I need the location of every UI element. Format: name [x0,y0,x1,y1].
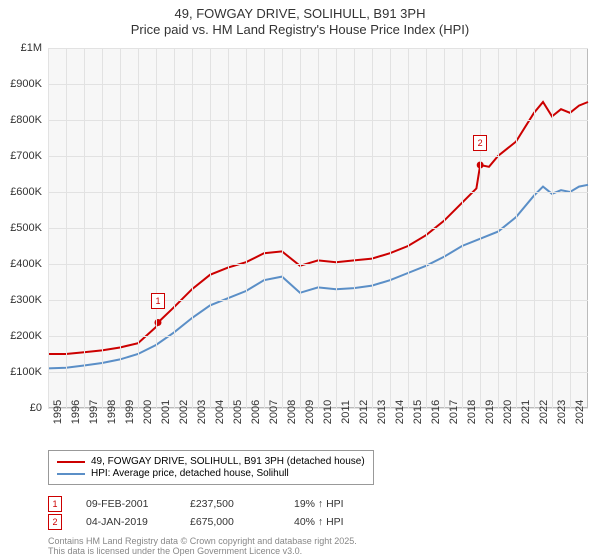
gridline-v [192,48,193,408]
sales-marker-icon: 1 [48,496,62,512]
legend-item-price-paid: 49, FOWGAY DRIVE, SOLIHULL, B91 3PH (det… [57,456,365,467]
chart-title: 49, FOWGAY DRIVE, SOLIHULL, B91 3PH Pric… [0,0,600,39]
footer-line-1: Contains HM Land Registry data © Crown c… [48,536,357,546]
chart-container: 49, FOWGAY DRIVE, SOLIHULL, B91 3PH Pric… [0,0,600,560]
gridline-v [300,48,301,408]
footer-line-2: This data is licensed under the Open Gov… [48,546,357,556]
x-tick-label: 2007 [268,400,280,424]
sales-row: 1 09-FEB-2001 £237,500 19% ↑ HPI [48,496,374,512]
gridline-v [408,48,409,408]
gridline-v [210,48,211,408]
y-tick-label: £400K [0,258,42,270]
gridline-v [444,48,445,408]
x-tick-label: 2005 [232,400,244,424]
x-tick-label: 2015 [412,400,424,424]
y-tick-label: £600K [0,186,42,198]
gridline-v [120,48,121,408]
y-tick-label: £300K [0,294,42,306]
sales-table: 1 09-FEB-2001 £237,500 19% ↑ HPI 2 04-JAN-201… [48,494,374,532]
plot-area: £0£100K£200K£300K£400K£500K£600K£700K£80… [48,48,588,408]
y-tick-label: £700K [0,150,42,162]
gridline-v [498,48,499,408]
y-tick-label: £800K [0,114,42,126]
title-line-1: 49, FOWGAY DRIVE, SOLIHULL, B91 3PH [0,6,600,22]
x-tick-label: 2014 [394,400,406,424]
gridline-v [390,48,391,408]
sales-price: £675,000 [190,516,270,528]
sale-marker-1: 1 [151,293,165,309]
gridline-v [66,48,67,408]
gridline-v [534,48,535,408]
gridline-v [354,48,355,408]
legend-swatch-price-paid [57,461,85,463]
sale-marker-2: 2 [473,135,487,151]
x-tick-label: 2003 [196,400,208,424]
x-tick-label: 1996 [70,400,82,424]
x-tick-label: 2018 [466,400,478,424]
x-tick-label: 1998 [106,400,118,424]
x-tick-label: 2019 [484,400,496,424]
legend-label-hpi: HPI: Average price, detached house, Soli… [91,468,289,479]
gridline-v [264,48,265,408]
gridline-v [318,48,319,408]
legend-label-price-paid: 49, FOWGAY DRIVE, SOLIHULL, B91 3PH (det… [91,456,365,467]
y-tick-label: £900K [0,78,42,90]
title-line-2: Price paid vs. HM Land Registry's House … [0,22,600,38]
x-tick-label: 2004 [214,400,226,424]
sales-delta: 40% ↑ HPI [294,516,374,528]
x-tick-label: 2021 [520,400,532,424]
legend: 49, FOWGAY DRIVE, SOLIHULL, B91 3PH (det… [48,450,374,485]
gridline-v [138,48,139,408]
x-tick-label: 2011 [340,400,352,424]
footer-attribution: Contains HM Land Registry data © Crown c… [48,536,357,557]
gridline-v [372,48,373,408]
x-tick-label: 2017 [448,400,460,424]
gridline-v [570,48,571,408]
x-tick-label: 2001 [160,400,172,424]
x-tick-label: 2000 [142,400,154,424]
x-tick-label: 2002 [178,400,190,424]
sales-price: £237,500 [190,498,270,510]
gridline-v [174,48,175,408]
gridline-v [516,48,517,408]
x-tick-label: 2008 [286,400,298,424]
gridline-v [156,48,157,408]
y-tick-label: £500K [0,222,42,234]
y-tick-label: £1M [0,42,42,54]
x-tick-label: 2012 [358,400,370,424]
x-tick-label: 2016 [430,400,442,424]
x-tick-label: 1997 [88,400,100,424]
gridline-v [102,48,103,408]
legend-item-hpi: HPI: Average price, detached house, Soli… [57,468,365,479]
x-tick-label: 1995 [52,400,64,424]
sales-delta: 19% ↑ HPI [294,498,374,510]
gridline-v [552,48,553,408]
gridline-v [228,48,229,408]
gridline-v [480,48,481,408]
sales-date: 09-FEB-2001 [86,498,166,510]
x-tick-label: 2020 [502,400,514,424]
gridline-v [462,48,463,408]
gridline-v [246,48,247,408]
sales-date: 04-JAN-2019 [86,516,166,528]
sales-marker-icon: 2 [48,514,62,530]
gridline-v [336,48,337,408]
x-tick-label: 2022 [538,400,550,424]
x-tick-label: 1999 [124,400,136,424]
y-tick-label: £0 [0,402,42,414]
x-tick-label: 2024 [574,400,586,424]
gridline-v [84,48,85,408]
gridline-v [282,48,283,408]
x-tick-label: 2023 [556,400,568,424]
y-tick-label: £200K [0,330,42,342]
x-tick-label: 2010 [322,400,334,424]
sales-row: 2 04-JAN-2019 £675,000 40% ↑ HPI [48,514,374,530]
y-tick-label: £100K [0,366,42,378]
x-tick-label: 2006 [250,400,262,424]
legend-swatch-hpi [57,473,85,475]
gridline-v [48,48,49,408]
x-tick-label: 2013 [376,400,388,424]
gridline-v [426,48,427,408]
x-tick-label: 2009 [304,400,316,424]
